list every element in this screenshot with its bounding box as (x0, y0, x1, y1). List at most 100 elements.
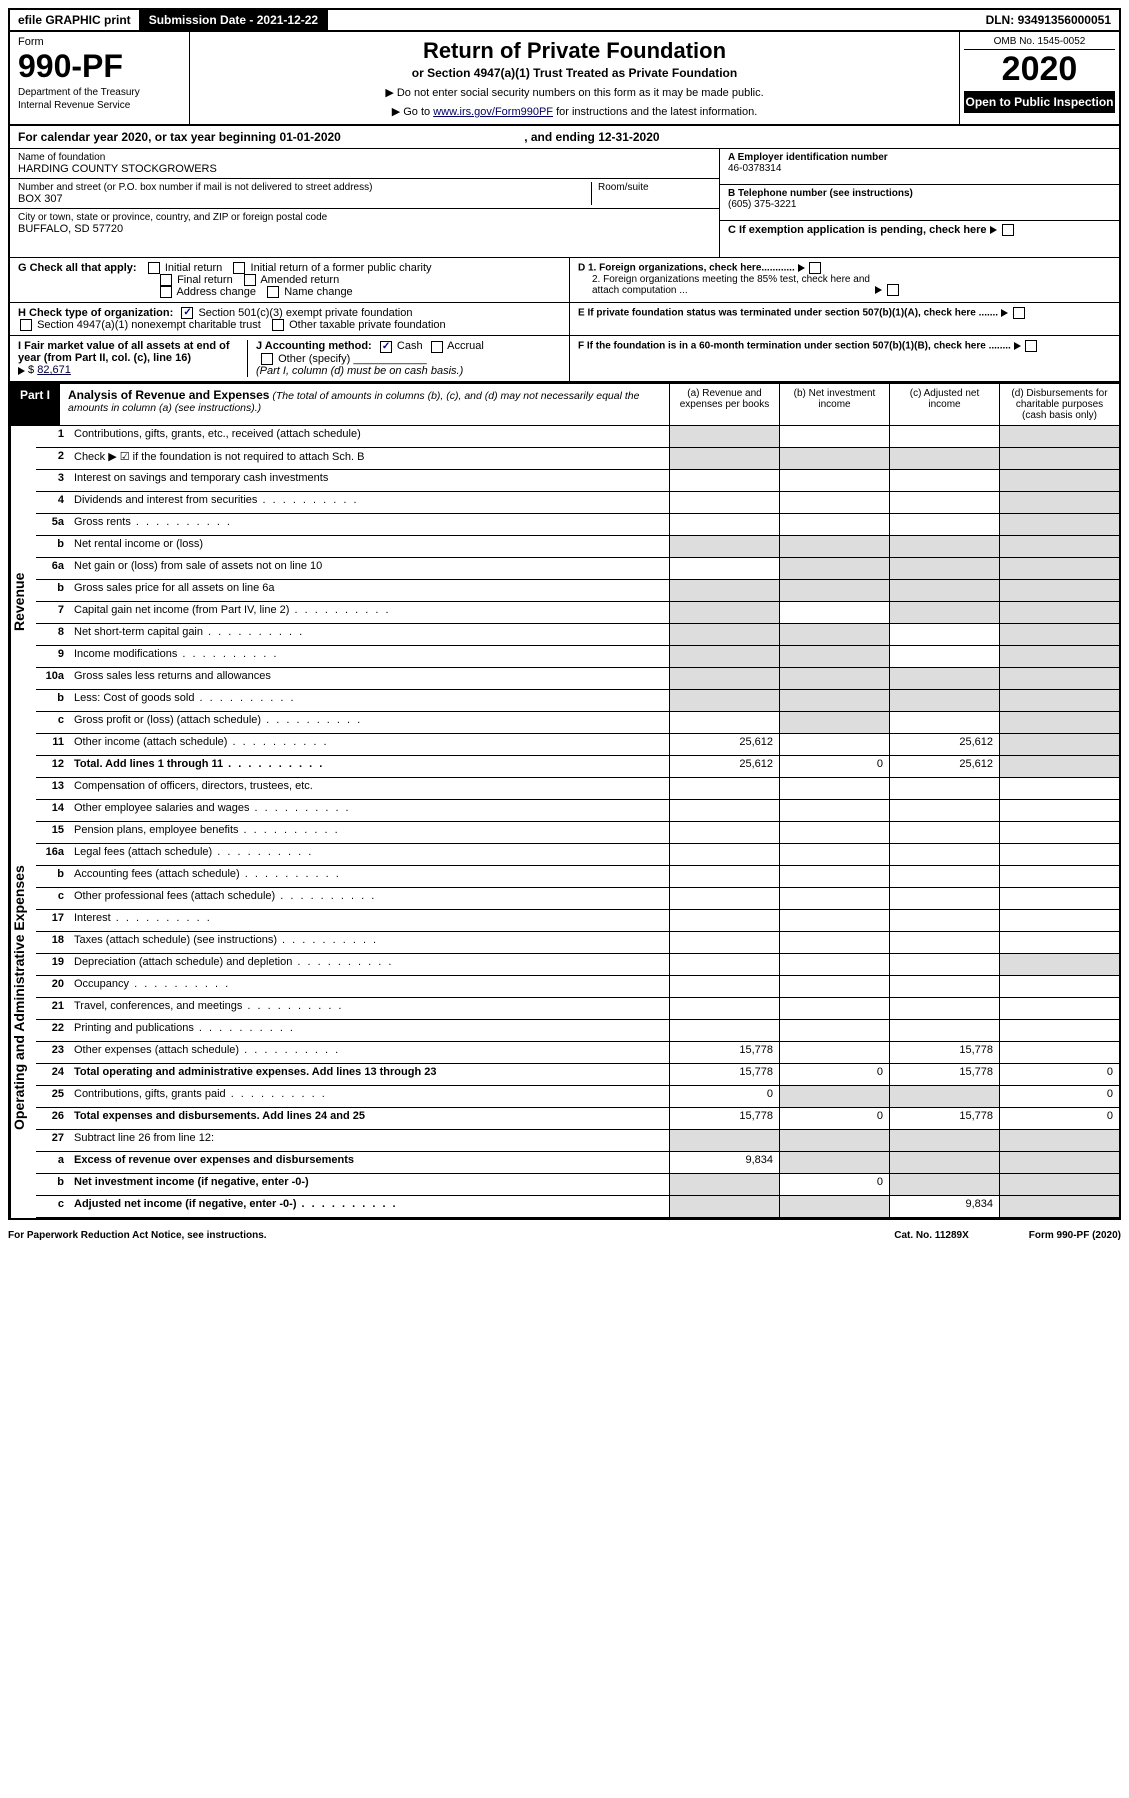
phone-row: B Telephone number (see instructions) (6… (720, 185, 1119, 221)
city-value: BUFFALO, SD 57720 (18, 223, 123, 235)
line-10b: Less: Cost of goods sold (70, 690, 669, 711)
line-1: Contributions, gifts, grants, etc., rece… (70, 426, 669, 447)
addr-value: BOX 307 (18, 193, 63, 205)
city-row: City or town, state or province, country… (10, 209, 719, 238)
h-opt-3: Other taxable private foundation (289, 319, 446, 331)
line-12: Total. Add lines 1 through 11 (70, 756, 669, 777)
checkbox-final[interactable] (160, 274, 172, 286)
line-16b: Accounting fees (attach schedule) (70, 866, 669, 887)
checkbox-d1[interactable] (809, 262, 821, 274)
checkbox-initial[interactable] (148, 262, 160, 274)
form-title: Return of Private Foundation (196, 38, 953, 64)
col-d-hdr: (d) Disbursements for charitable purpose… (999, 384, 1119, 425)
checkbox-former[interactable] (233, 262, 245, 274)
addr-label: Number and street (or P.O. box number if… (18, 182, 591, 193)
checkbox-address[interactable] (160, 286, 172, 298)
cal-prefix: For calendar year 2020, or tax year begi… (18, 130, 279, 144)
g-label: G Check all that apply: (18, 262, 137, 274)
line-19: Depreciation (attach schedule) and deple… (70, 954, 669, 975)
g-row: G Check all that apply: Initial return I… (10, 258, 569, 302)
j-other: Other (specify) (278, 353, 350, 365)
submission-label: Submission Date - (149, 13, 257, 27)
line-11: Other income (attach schedule) (70, 734, 669, 755)
irs-label: Internal Revenue Service (18, 100, 181, 111)
line-5a: Gross rents (70, 514, 669, 535)
cal-mid: , and ending (524, 130, 598, 144)
checkbox-amended[interactable] (244, 274, 256, 286)
checkbox-c[interactable] (1002, 224, 1014, 236)
section-g: G Check all that apply: Initial return I… (10, 258, 1119, 303)
line-3: Interest on savings and temporary cash i… (70, 470, 669, 491)
checkbox-f[interactable] (1025, 340, 1037, 352)
f-block: F If the foundation is in a 60-month ter… (570, 336, 1119, 380)
city-label: City or town, state or province, country… (18, 212, 711, 223)
foot-mid: Cat. No. 11289X (894, 1230, 968, 1241)
d-block: D 1. Foreign organizations, check here..… (570, 258, 1119, 302)
top-bar: efile GRAPHIC print Submission Date - 20… (10, 10, 1119, 32)
form-header: Form 990-PF Department of the Treasury I… (10, 32, 1119, 126)
checkbox-other-acc[interactable] (261, 353, 273, 365)
entity-info: Name of foundation HARDING COUNTY STOCKG… (10, 149, 1119, 258)
h-opt-1: Section 501(c)(3) exempt private foundat… (198, 307, 412, 319)
checkbox-accrual[interactable] (431, 341, 443, 353)
room-label: Room/suite (598, 182, 711, 193)
line-5b: Net rental income or (loss) (70, 536, 669, 557)
checkbox-4947[interactable] (20, 319, 32, 331)
checkbox-d2[interactable] (887, 284, 899, 296)
e-block: E If private foundation status was termi… (570, 303, 1119, 335)
line-8: Net short-term capital gain (70, 624, 669, 645)
checkbox-name[interactable] (267, 286, 279, 298)
form-number-block: Form 990-PF Department of the Treasury I… (10, 32, 190, 124)
checkbox-other-tax[interactable] (272, 319, 284, 331)
j-cash: Cash (397, 340, 423, 352)
col-c-hdr: (c) Adjusted net income (889, 384, 999, 425)
val-24a: 15,778 (669, 1064, 779, 1085)
line-2: Check ▶ ☑ if the foundation is not requi… (70, 448, 669, 469)
val-12c: 25,612 (889, 756, 999, 777)
g-opt-3: Initial return of a former public charit… (251, 262, 432, 274)
checkbox-cash[interactable] (380, 341, 392, 353)
dln-value: 93491356000051 (1018, 13, 1111, 27)
d2-label: 2. Foreign organizations meeting the 85%… (592, 274, 872, 296)
g-opt-0: Initial return (165, 262, 222, 274)
warn2-suffix: for instructions and the latest informat… (553, 106, 757, 118)
foot-right: Form 990-PF (2020) (1029, 1230, 1121, 1241)
line-27b: Net investment income (if negative, ente… (70, 1174, 669, 1195)
line-23: Other expenses (attach schedule) (70, 1042, 669, 1063)
line-26: Total expenses and disbursements. Add li… (70, 1108, 669, 1129)
h-opt-2: Section 4947(a)(1) nonexempt charitable … (37, 319, 261, 331)
ein-value: 46-0378314 (728, 163, 781, 174)
name-label: Name of foundation (18, 152, 711, 163)
g-opt-4: Amended return (260, 274, 339, 286)
val-25a: 0 (669, 1086, 779, 1107)
checkbox-501c3[interactable] (181, 307, 193, 319)
irs-link[interactable]: www.irs.gov/Form990PF (433, 106, 553, 118)
omb-number: OMB No. 1545-0052 (964, 36, 1115, 50)
line-17: Interest (70, 910, 669, 931)
line-13: Compensation of officers, directors, tru… (70, 778, 669, 799)
part1-desc: Analysis of Revenue and Expenses (The to… (60, 384, 669, 425)
year-block: OMB No. 1545-0052 2020 Open to Public In… (959, 32, 1119, 124)
submission-date: 2021-12-22 (257, 13, 318, 27)
name-row: Name of foundation HARDING COUNTY STOCKG… (10, 149, 719, 179)
expense-side-label: Operating and Administrative Expenses (10, 778, 36, 1218)
form-warning-1: ▶ Do not enter social security numbers o… (196, 86, 953, 99)
line-4: Dividends and interest from securities (70, 492, 669, 513)
foot-left: For Paperwork Reduction Act Notice, see … (8, 1230, 267, 1241)
tax-year: 2020 (964, 50, 1115, 89)
val-27aa: 9,834 (669, 1152, 779, 1173)
form-container: efile GRAPHIC print Submission Date - 20… (8, 8, 1121, 1220)
fmv-value[interactable]: 82,671 (37, 364, 71, 376)
entity-left: Name of foundation HARDING COUNTY STOCKG… (10, 149, 719, 257)
line-21: Travel, conferences, and meetings (70, 998, 669, 1019)
checkbox-e[interactable] (1013, 307, 1025, 319)
line-22: Printing and publications (70, 1020, 669, 1041)
address-row: Number and street (or P.O. box number if… (10, 179, 719, 209)
j-block: J Accounting method: Cash Accrual Other … (248, 340, 561, 376)
val-25d: 0 (999, 1086, 1119, 1107)
g-opt-5: Name change (284, 286, 353, 298)
line-14: Other employee salaries and wages (70, 800, 669, 821)
val-11a: 25,612 (669, 734, 779, 755)
line-6b: Gross sales price for all assets on line… (70, 580, 669, 601)
phone-value: (605) 375-3221 (728, 199, 796, 210)
